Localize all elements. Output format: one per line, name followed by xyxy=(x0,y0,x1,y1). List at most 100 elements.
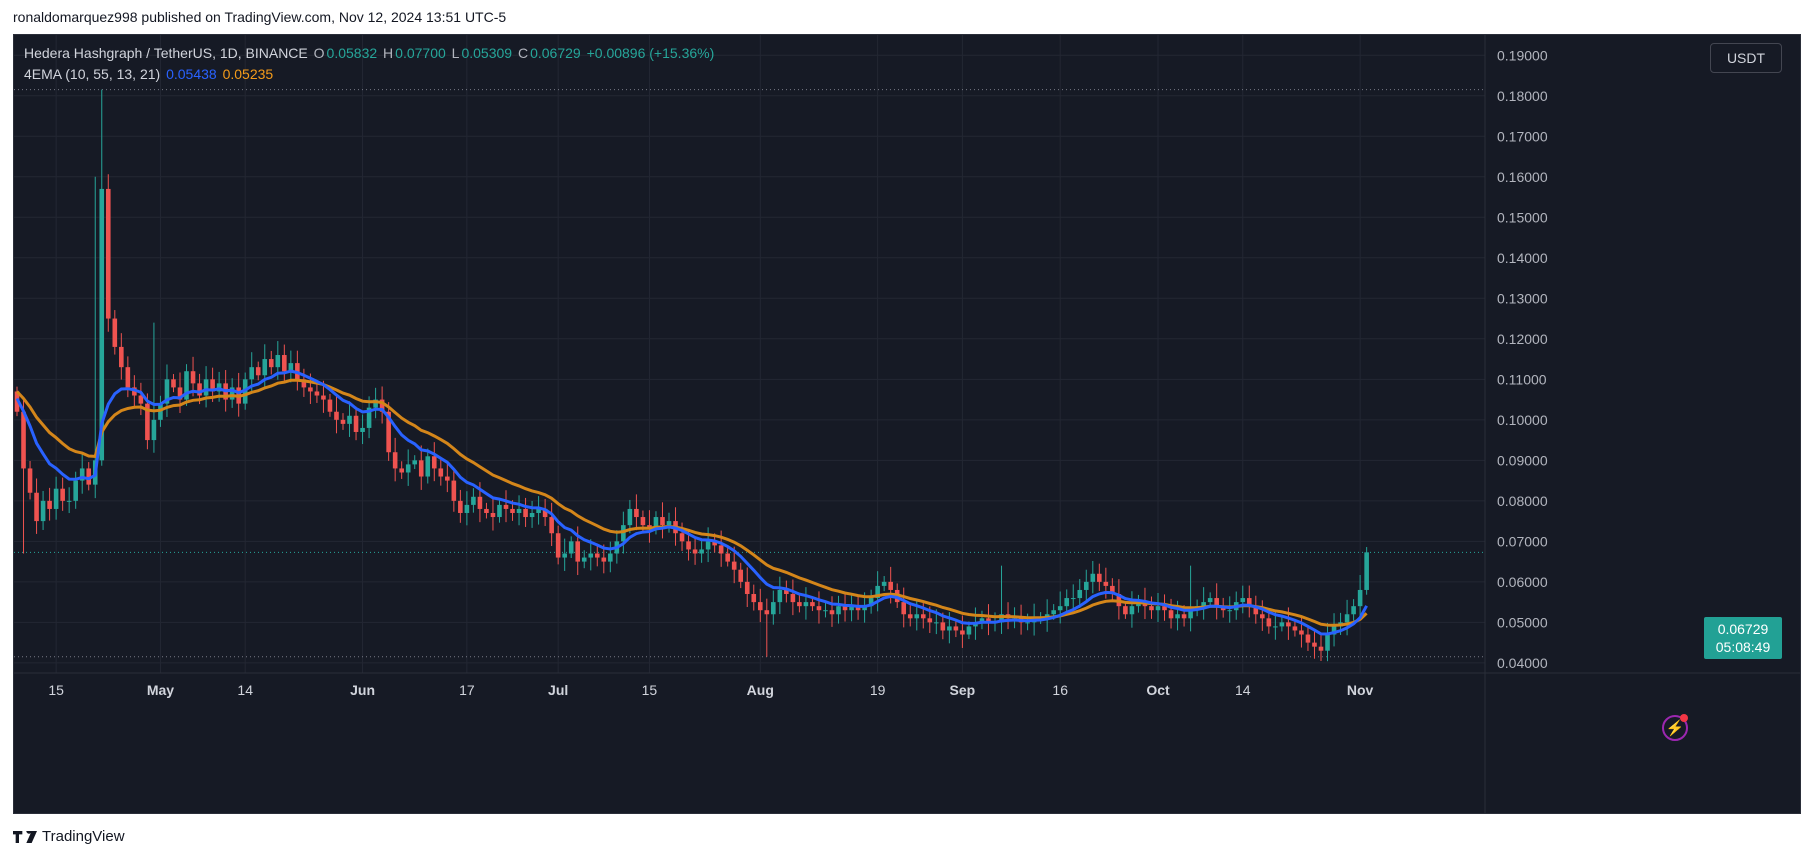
change-value: +0.00896 (+15.36%) xyxy=(586,45,715,61)
candle-body xyxy=(431,456,437,469)
chart-panel[interactable]: 0.04000 0.05000 0.06000 0.07000 0.08000 0.090… xyxy=(13,34,1801,814)
candle-body xyxy=(268,359,274,368)
candle-body xyxy=(536,508,541,513)
symbol-title: Hedera Hashgraph / TetherUS, 1D, BINANCE xyxy=(24,45,308,61)
candle-body xyxy=(386,411,391,453)
x-tick-label: Aug xyxy=(747,682,774,698)
candle-body xyxy=(158,403,163,420)
tradingview-logo-icon xyxy=(13,830,37,843)
x-tick-label: 15 xyxy=(642,682,658,698)
candle-body xyxy=(816,606,822,611)
candle-body xyxy=(568,541,574,554)
candle-body xyxy=(360,427,365,432)
candle-body xyxy=(666,521,672,526)
ema-slow-line xyxy=(15,378,1368,627)
candle-body xyxy=(660,517,665,526)
candle-body xyxy=(953,626,959,631)
candle-body xyxy=(327,399,333,412)
candle-body xyxy=(40,500,46,522)
candle-body xyxy=(1214,598,1219,607)
y-tick-label: 0.14000 xyxy=(1497,250,1548,266)
candle-body xyxy=(1097,573,1102,582)
y-tick-label: 0.09000 xyxy=(1497,452,1548,468)
candle-body xyxy=(699,549,704,554)
candle-body xyxy=(1305,634,1311,643)
candle-body xyxy=(1083,581,1089,590)
candle-body xyxy=(379,399,385,412)
candle-body xyxy=(712,541,717,546)
candle-body xyxy=(855,606,861,611)
candle-body xyxy=(86,468,92,485)
candle-body xyxy=(438,468,444,477)
x-tick-label: Jun xyxy=(350,682,375,698)
candle-body xyxy=(1136,602,1141,607)
candle-body xyxy=(288,363,294,372)
candle-body xyxy=(594,553,600,558)
candle-body xyxy=(1331,626,1337,635)
candle-body xyxy=(542,508,548,518)
currency-button[interactable]: USDT xyxy=(1710,43,1782,73)
candle-body xyxy=(784,589,789,595)
candle-body xyxy=(914,614,920,619)
footer: TradingView xyxy=(13,828,125,845)
y-tick-label: 0.18000 xyxy=(1497,88,1548,104)
candle-body xyxy=(184,371,189,400)
candle-body xyxy=(771,602,776,615)
ema-lines xyxy=(15,369,1368,636)
candle-body xyxy=(1064,598,1070,607)
candle-body xyxy=(1292,626,1298,631)
y-tick-label: 0.17000 xyxy=(1497,128,1548,144)
candle-body xyxy=(177,387,183,400)
candle-body xyxy=(353,415,359,432)
candle-body xyxy=(888,581,893,590)
candle-body xyxy=(1273,626,1278,628)
x-tick-label: 14 xyxy=(237,682,253,698)
candle-body xyxy=(418,460,424,477)
candle-body xyxy=(679,533,685,542)
candle-body xyxy=(262,359,268,376)
candle-body xyxy=(458,500,463,513)
candle-body xyxy=(523,508,528,518)
candle-body xyxy=(1227,610,1233,612)
y-tick-label: 0.04000 xyxy=(1497,655,1548,671)
indicator-legend[interactable]: 4EMA (10, 55, 13, 21) 0.05438 0.05235 xyxy=(24,66,275,82)
candle-body xyxy=(1188,610,1193,619)
candle-body xyxy=(849,606,854,611)
candle-body xyxy=(412,460,418,465)
candle-body xyxy=(1070,598,1076,600)
notification-dot xyxy=(1680,714,1688,722)
x-tick-label: Nov xyxy=(1347,682,1374,698)
y-tick-label: 0.06000 xyxy=(1497,574,1548,590)
x-tick-label: Oct xyxy=(1146,682,1170,698)
lightning-icon[interactable]: ⚡ xyxy=(1662,715,1688,741)
candle-body xyxy=(66,500,72,502)
y-tick-label: 0.13000 xyxy=(1497,290,1548,306)
candle-body xyxy=(314,391,320,396)
candle-body xyxy=(608,553,613,562)
y-tick-label: 0.05000 xyxy=(1497,614,1548,630)
y-tick-label: 0.15000 xyxy=(1497,209,1548,225)
candle-body xyxy=(1129,606,1135,615)
candle-body xyxy=(405,464,411,473)
candle-body xyxy=(1123,606,1128,615)
candle-body xyxy=(497,504,502,518)
candle-body xyxy=(321,395,326,400)
candle-body xyxy=(934,622,939,624)
open-label: O xyxy=(313,45,325,61)
candle-body xyxy=(445,476,450,481)
x-tick-label: Sep xyxy=(950,682,976,698)
candle-body xyxy=(1266,618,1272,627)
x-tick-label: 19 xyxy=(870,682,886,698)
candle-body xyxy=(503,504,509,509)
candle-body xyxy=(757,602,763,611)
candle-body xyxy=(1364,552,1369,590)
candle-body xyxy=(53,488,59,509)
candle-body xyxy=(1051,610,1056,615)
price-chart[interactable]: 0.04000 0.05000 0.06000 0.07000 0.08000 0.090… xyxy=(14,35,1801,814)
candle-body xyxy=(907,614,913,619)
candle-body xyxy=(47,500,52,509)
candle-body xyxy=(686,541,691,550)
candle-body xyxy=(275,355,281,368)
candle-body xyxy=(738,569,744,582)
last-price-badge: 0.06729 05:08:49 xyxy=(1704,617,1782,659)
